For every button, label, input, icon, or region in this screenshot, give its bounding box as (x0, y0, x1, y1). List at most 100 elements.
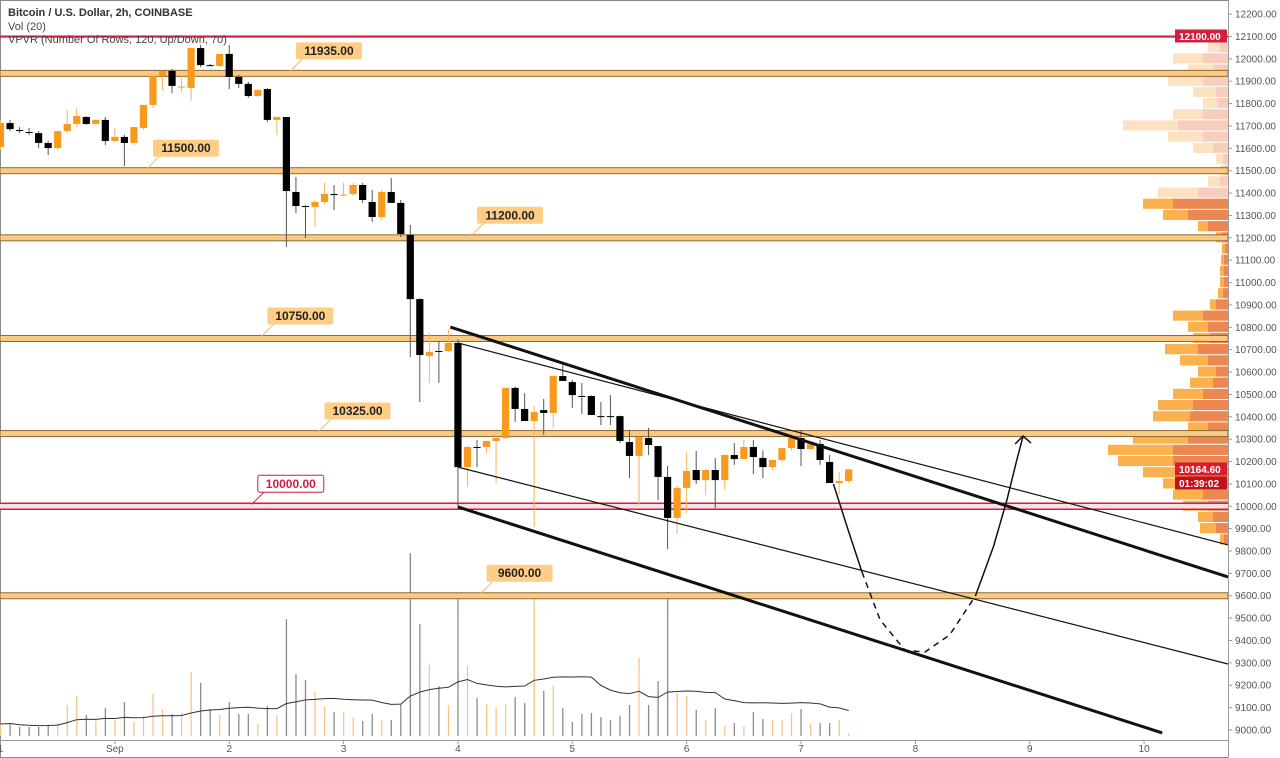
volume-bar (790, 713, 793, 736)
time-tick-label: Sep (106, 744, 124, 755)
volume-bar (228, 702, 230, 736)
horizontal-levels[interactable]: 11935.00 11500.00 11200.00 10750.00 10325.00… (0, 35, 1229, 600)
price-axis-background[interactable] (1228, 0, 1280, 758)
candle (82, 116, 90, 125)
level-label-pointer (470, 223, 484, 237)
red-level-line[interactable] (0, 35, 1228, 38)
price-tick-label: 10500.00 (1235, 390, 1277, 401)
volume-profile-up-bar (1218, 288, 1223, 299)
candle-body (835, 480, 843, 483)
candle-body (206, 65, 214, 67)
price-tick-label: 11000.00 (1235, 278, 1276, 289)
volume-profile-down-bar (1203, 109, 1228, 120)
candle (692, 451, 700, 485)
volume-profile-up-bar (1208, 176, 1220, 187)
time-axis[interactable]: 1 Sep 2 3 4 5 6 7 8 9 10 (0, 740, 1228, 755)
support-resistance-band[interactable] (0, 234, 1229, 242)
candle (616, 415, 624, 443)
candle (73, 108, 81, 128)
candle (444, 329, 453, 352)
volume-bar (829, 723, 831, 736)
candle (92, 119, 100, 125)
volume-profile-down-bar (1223, 288, 1228, 299)
symbol-title[interactable]: Bitcoin / U.S. Dollar, 2h, COINBASE (8, 7, 193, 19)
level-label-box[interactable] (257, 474, 325, 493)
candle-body (311, 202, 319, 207)
price-tick-label: 9700.00 (1235, 569, 1272, 580)
support-resistance-band[interactable] (0, 592, 1229, 600)
volume-profile-up-bar (1118, 455, 1173, 467)
candle-body (301, 206, 310, 208)
candle-body (635, 436, 643, 456)
projection-up-path[interactable] (974, 435, 1024, 597)
candle (339, 182, 348, 196)
volume-bar (657, 681, 659, 736)
volume-profile-up-bar (1210, 299, 1216, 310)
volume-bar (76, 696, 78, 736)
projection-dashed-path[interactable] (861, 571, 977, 653)
level-label-box[interactable] (267, 307, 334, 325)
candle-body (339, 194, 348, 196)
price-tick-label: 10200.00 (1235, 457, 1277, 468)
volume-bar (543, 691, 545, 736)
trend-drawings[interactable] (449, 325, 1229, 735)
level-label-box[interactable] (295, 42, 362, 60)
volume-profile-up-bar (1168, 131, 1203, 142)
level-label-box[interactable] (477, 206, 543, 224)
level-label-box[interactable] (324, 402, 391, 420)
candle (35, 131, 43, 149)
level-label-box[interactable] (486, 564, 553, 582)
candle (683, 452, 691, 513)
volume-bar (476, 698, 478, 736)
channel-lower-thin[interactable] (457, 466, 1229, 665)
support-resistance-band[interactable] (0, 430, 1229, 438)
candle (387, 178, 395, 203)
price-tick-label: 11200.00 (1235, 233, 1276, 244)
support-resistance-band[interactable] (0, 69, 1229, 77)
vpvr-indicator-legend[interactable]: VPVR (Number Of Rows, 120, Up/Down, 70) (8, 34, 227, 46)
volume-bar (381, 720, 383, 736)
candle-body (521, 408, 529, 422)
channel-upper-thick[interactable] (449, 325, 1229, 579)
volume-profile-down-bar (1178, 120, 1228, 131)
candle (454, 339, 462, 507)
volume-bar (771, 720, 774, 736)
level-label-box[interactable] (152, 139, 219, 157)
candle (587, 395, 595, 415)
price-tick-label: 9500.00 (1235, 614, 1272, 625)
volume-bar (647, 705, 650, 736)
volume-profile-down-bar (1216, 299, 1228, 310)
volume-profile-down-bar (1188, 209, 1228, 221)
volume-bar (257, 724, 259, 736)
projection-down-path[interactable] (832, 483, 863, 573)
volume-profile-up-bar (1200, 523, 1216, 534)
candle (501, 387, 510, 440)
volume-bar (133, 722, 135, 736)
candle-body (664, 476, 672, 518)
channel-lower-thick[interactable] (457, 505, 1163, 735)
volume-indicator-legend[interactable]: Vol (20) (8, 21, 46, 33)
price-tick-label: 10100.00 (1235, 479, 1277, 490)
candle (511, 386, 519, 422)
candle-body (826, 461, 834, 483)
support-resistance-band[interactable] (0, 167, 1229, 175)
volume-bar (238, 714, 240, 736)
time-tick-label: 10 (1139, 744, 1151, 755)
volume-bar (428, 665, 431, 736)
channel-upper-thin[interactable] (457, 342, 1229, 546)
time-tick-label: 9 (1027, 744, 1033, 755)
candle (378, 189, 386, 220)
volume-bar (619, 716, 621, 736)
volume-bar (466, 666, 469, 736)
red-level-zone[interactable] (0, 503, 1228, 510)
candle-body (292, 191, 300, 207)
level-label-pointer (480, 581, 493, 595)
candle-body (216, 53, 224, 66)
volume-profile-up-bar (1188, 422, 1208, 433)
price-axis[interactable]: 12200.00 12100.00 12000.00 11900.00 11800.00… (1175, 0, 1280, 758)
support-resistance-band[interactable] (0, 334, 1229, 342)
candle-body (749, 446, 757, 458)
volume-profile-up-bar (1216, 153, 1223, 165)
candle (673, 486, 681, 535)
